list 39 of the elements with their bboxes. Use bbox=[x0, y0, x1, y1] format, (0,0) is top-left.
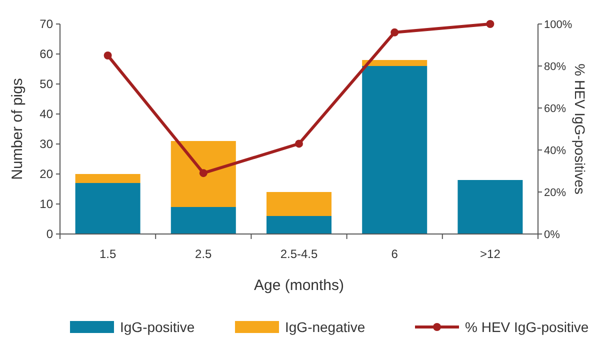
y-tick-label: 60 bbox=[40, 47, 54, 62]
bar bbox=[362, 60, 428, 66]
point bbox=[390, 28, 399, 36]
x-tick-label: 6 bbox=[391, 247, 398, 261]
y-tick-label: 70 bbox=[40, 17, 54, 32]
legend-label: IgG-negative bbox=[285, 318, 366, 335]
y-tick-label: 20 bbox=[40, 167, 54, 182]
bar bbox=[362, 66, 428, 234]
y-tick-label: 10 bbox=[40, 197, 54, 212]
bar bbox=[170, 207, 236, 234]
y-tick-label: 30 bbox=[40, 137, 54, 152]
bar bbox=[458, 180, 523, 234]
point bbox=[104, 52, 112, 60]
y-tick-label: 0 bbox=[46, 227, 54, 242]
bar bbox=[170, 141, 236, 207]
y2-tick-label: 100% bbox=[544, 18, 572, 31]
bar bbox=[266, 192, 332, 216]
x-tick-label: 1.5 bbox=[99, 247, 116, 261]
x-tick-label: >12 bbox=[480, 247, 501, 261]
y2-tick-label: 20% bbox=[544, 186, 566, 199]
point bbox=[295, 140, 303, 148]
y2-tick-label: 0% bbox=[544, 228, 560, 241]
legend-label: IgG-positive bbox=[120, 318, 195, 335]
y2-axis-title: % HEV IgG-positives bbox=[572, 64, 588, 194]
legend-label: % HEV IgG-positive bbox=[465, 318, 589, 335]
x-axis-title: Age (months) bbox=[254, 277, 344, 294]
bar bbox=[75, 174, 140, 183]
bar bbox=[75, 183, 140, 234]
point bbox=[486, 20, 494, 28]
y2-tick-label: 80% bbox=[544, 60, 566, 73]
bar bbox=[266, 216, 332, 234]
x-tick-label: 2.5-4.5 bbox=[280, 247, 318, 261]
y-axis-title: Number of pigs bbox=[9, 78, 26, 180]
y2-tick-label: 60% bbox=[544, 102, 566, 115]
x-tick-label: 2.5 bbox=[195, 247, 212, 261]
point bbox=[199, 169, 208, 178]
y-tick-label: 50 bbox=[40, 77, 54, 92]
y-tick-label: 40 bbox=[40, 107, 54, 122]
y2-tick-label: 40% bbox=[544, 144, 566, 157]
